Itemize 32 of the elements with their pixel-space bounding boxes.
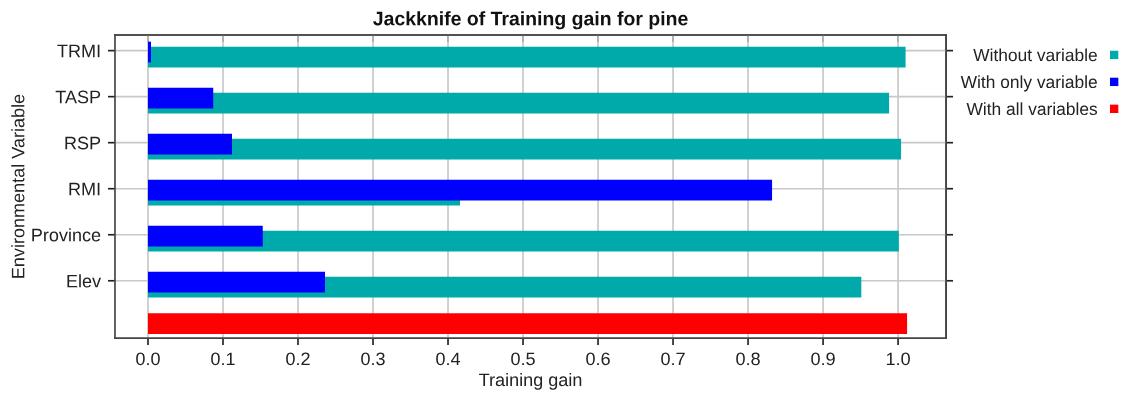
bar [147, 87, 214, 109]
legend-label: With only variable [960, 75, 1097, 92]
y-tick-label: Elev [67, 274, 102, 288]
bar [147, 41, 151, 63]
y-tick-label: TASP [55, 90, 101, 104]
y-tick-label: RSP [65, 136, 101, 150]
x-tick-label: 0.8 [736, 352, 760, 366]
bar [147, 313, 908, 334]
x-tick-label: 0.9 [811, 352, 835, 366]
y-tick-label: TRMI [57, 44, 100, 58]
bar [147, 271, 325, 293]
x-tick-label: 0.0 [136, 352, 160, 366]
x-axis-title: Training gain [479, 372, 582, 390]
y-tick-label: RMI [69, 182, 100, 196]
bar [147, 46, 906, 68]
y-tick-label: Province [32, 228, 101, 242]
bar [147, 225, 263, 247]
x-tick-label: 0.4 [436, 352, 461, 366]
x-tick-label: 0.5 [511, 352, 535, 366]
y-axis-title: Environmental Variable [11, 94, 25, 278]
x-tick-label: 0.7 [661, 352, 685, 366]
bar [147, 133, 232, 155]
bar [147, 92, 890, 114]
legend-label: Without variable [973, 48, 1097, 62]
legend-label: With all variables [966, 102, 1098, 116]
x-tick-label: 0.6 [586, 352, 610, 366]
x-tick-label: 0.2 [286, 352, 310, 366]
chart-title: Jackknife of Training gain for pine [373, 11, 688, 30]
bar [147, 179, 773, 201]
x-tick-label: 1.0 [886, 352, 910, 366]
x-tick-label: 0.3 [361, 352, 385, 366]
x-tick-label: 0.1 [211, 352, 235, 366]
